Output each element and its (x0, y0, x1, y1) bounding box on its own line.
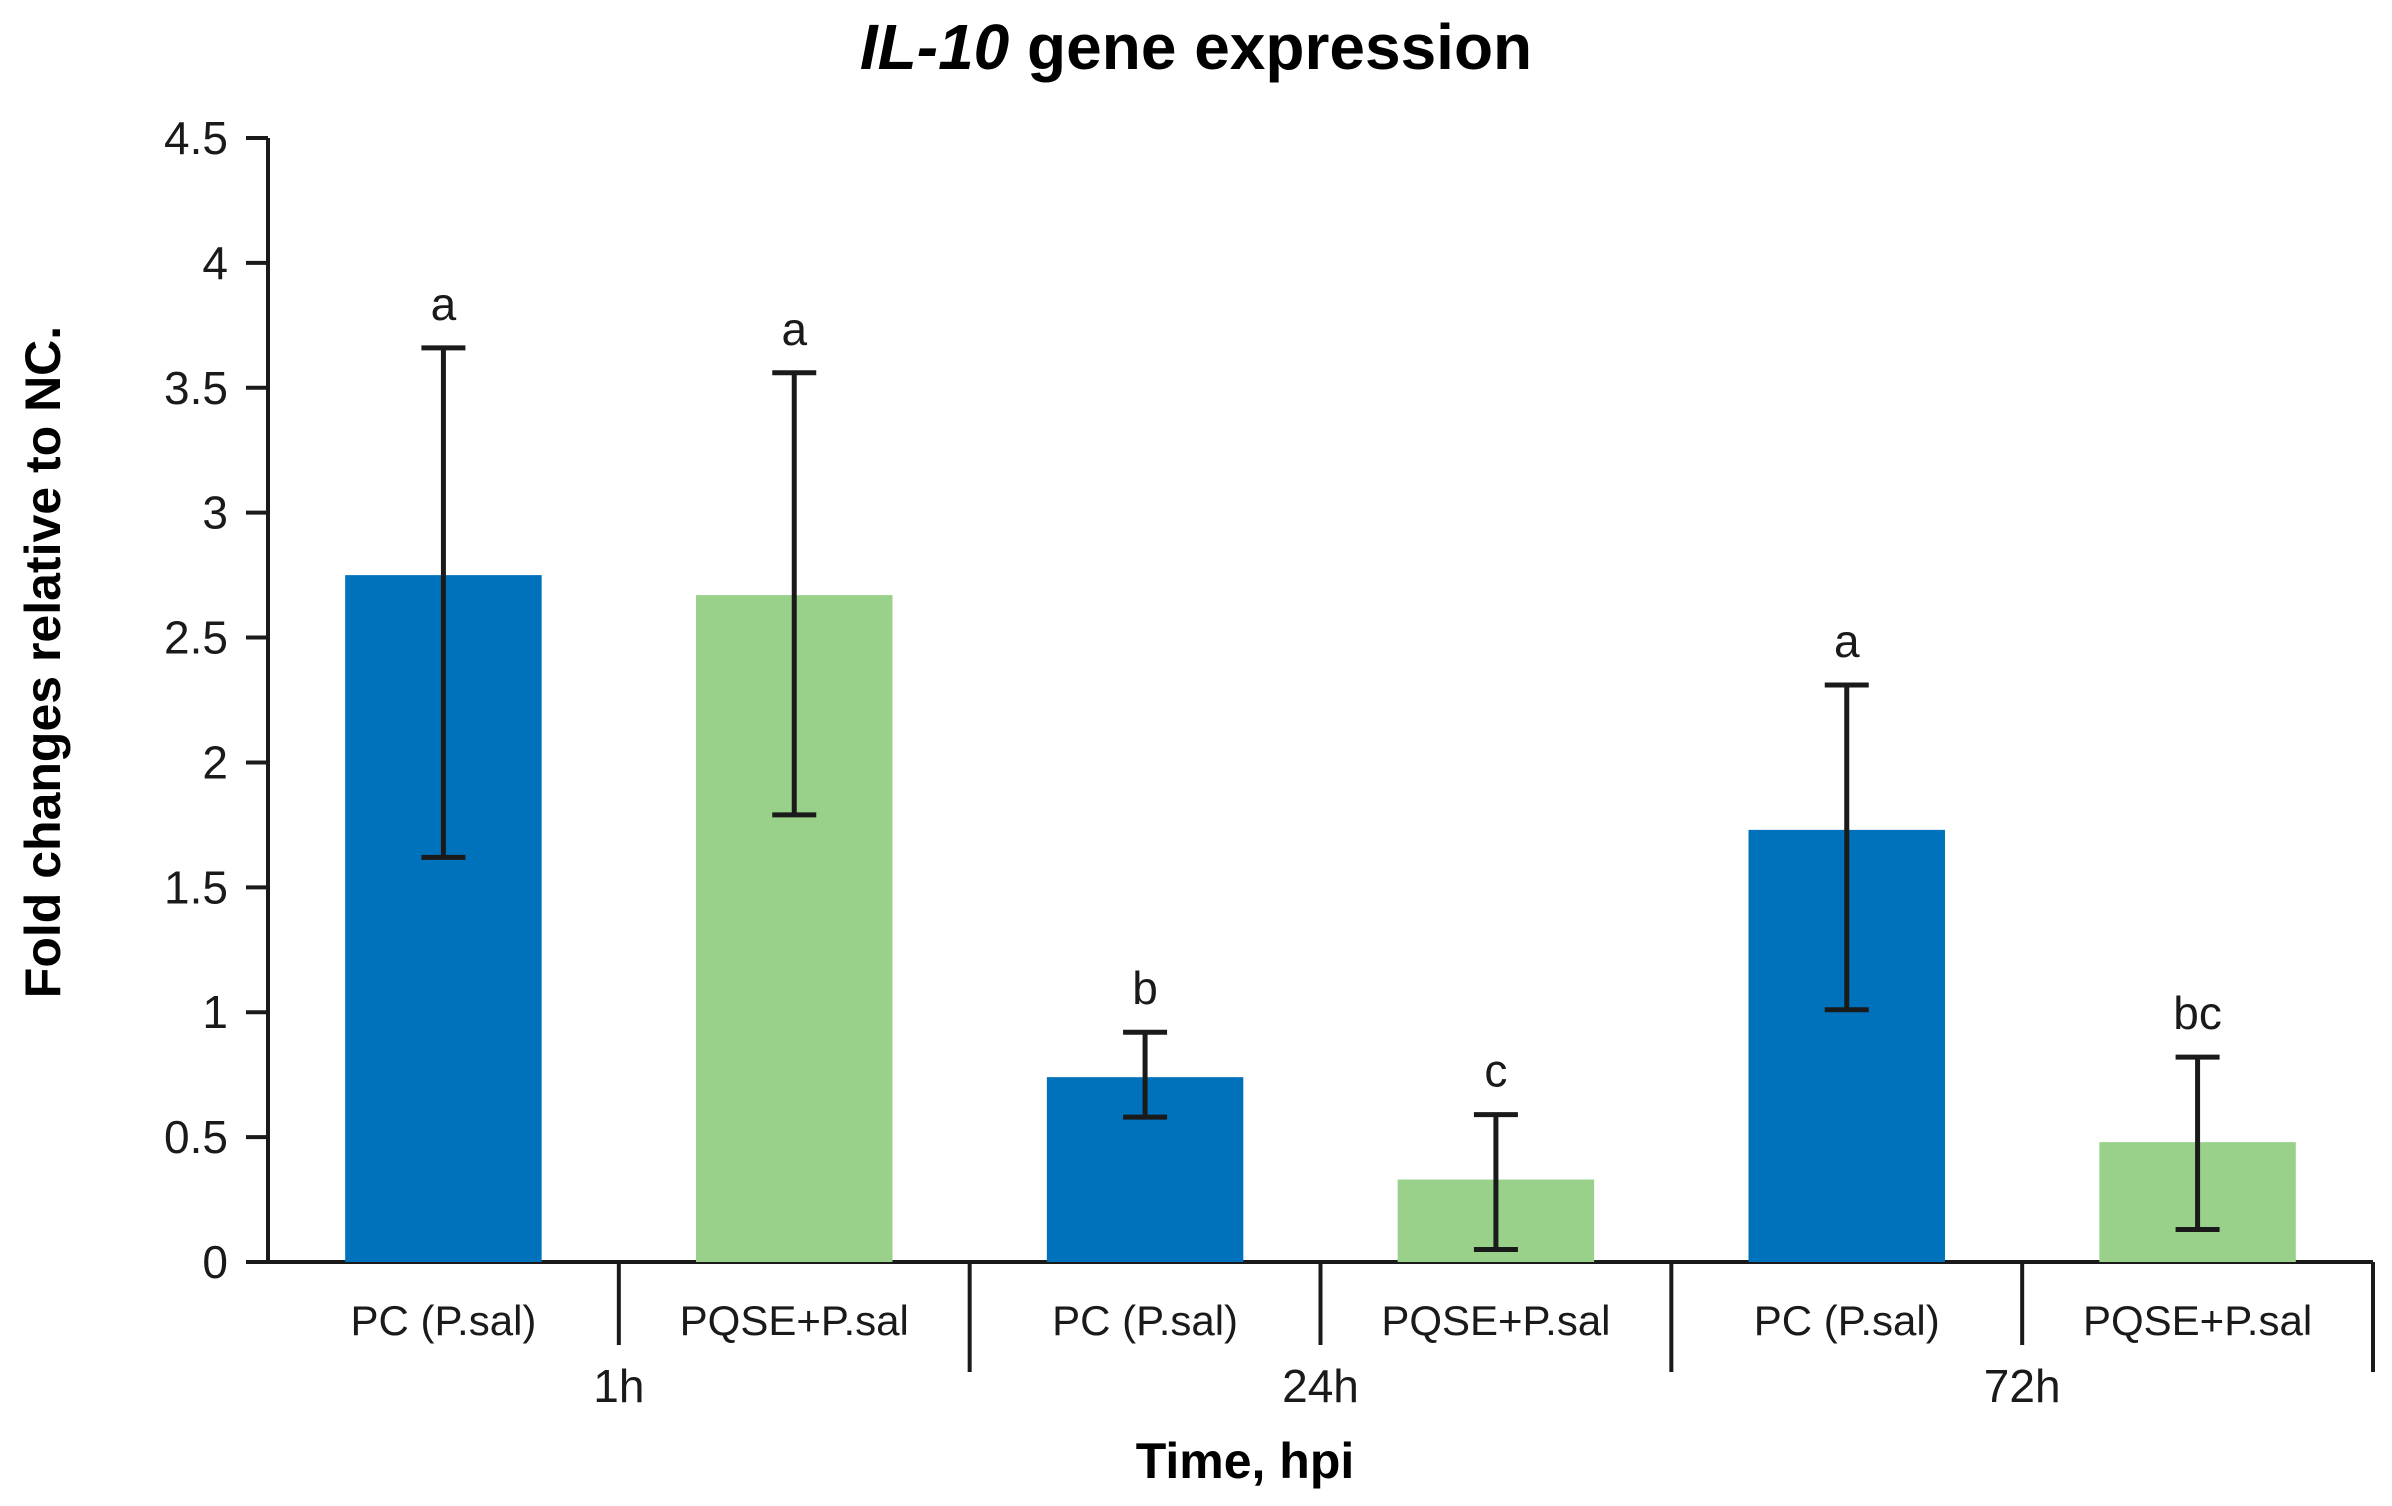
y-tick-label-7: 3.5 (164, 362, 228, 414)
sig-label-3: c (1484, 1045, 1507, 1097)
y-tick-label-2: 1 (202, 986, 228, 1038)
y-tick-label-6: 3 (202, 487, 228, 539)
y-axis-title: Fold changes relative to NC. (15, 326, 71, 998)
y-ticks: 0 0.5 1 1.5 2 2.5 3 3.5 4 4.5 (164, 112, 268, 1288)
chart-axes (266, 138, 2373, 1264)
y-tick-label-8: 4 (202, 237, 228, 289)
y-tick-label-1: 0.5 (164, 1111, 228, 1163)
category-label-4: PC (P.sal) (1754, 1297, 1940, 1344)
group-label-1: 24h (1282, 1360, 1359, 1412)
chart-title: IL-10 gene expression (0, 10, 2392, 84)
category-label-0: PC (P.sal) (350, 1297, 536, 1344)
group-label-2: 72h (1984, 1360, 2061, 1412)
y-tick-label-0: 0 (202, 1236, 228, 1288)
sig-label-1: a (781, 303, 807, 355)
sig-label-4: a (1834, 615, 1860, 667)
category-label-3: PQSE+P.sal (1381, 1297, 1610, 1344)
x-labels: PC (P.sal) PQSE+P.sal PC (P.sal) PQSE+P.sal… (350, 1262, 2375, 1412)
bars (345, 575, 2296, 1262)
y-tick-label-4: 2 (202, 736, 228, 788)
x-axis-title: Time, hpi (1136, 1433, 1355, 1489)
y-tick-label-9: 4.5 (164, 112, 228, 164)
y-tick-label-3: 1.5 (164, 861, 228, 913)
sig-label-2: b (1132, 962, 1158, 1014)
chart-title-gene: IL-10 (859, 11, 1010, 83)
sig-label-0: a (431, 278, 457, 330)
group-label-0: 1h (593, 1360, 644, 1412)
y-tick-label-5: 2.5 (164, 612, 228, 664)
category-label-5: PQSE+P.sal (2083, 1297, 2312, 1344)
sig-label-5: bc (2173, 987, 2222, 1039)
chart-title-rest: gene expression (1009, 11, 1533, 83)
category-label-2: PC (P.sal) (1052, 1297, 1238, 1344)
category-label-1: PQSE+P.sal (680, 1297, 909, 1344)
